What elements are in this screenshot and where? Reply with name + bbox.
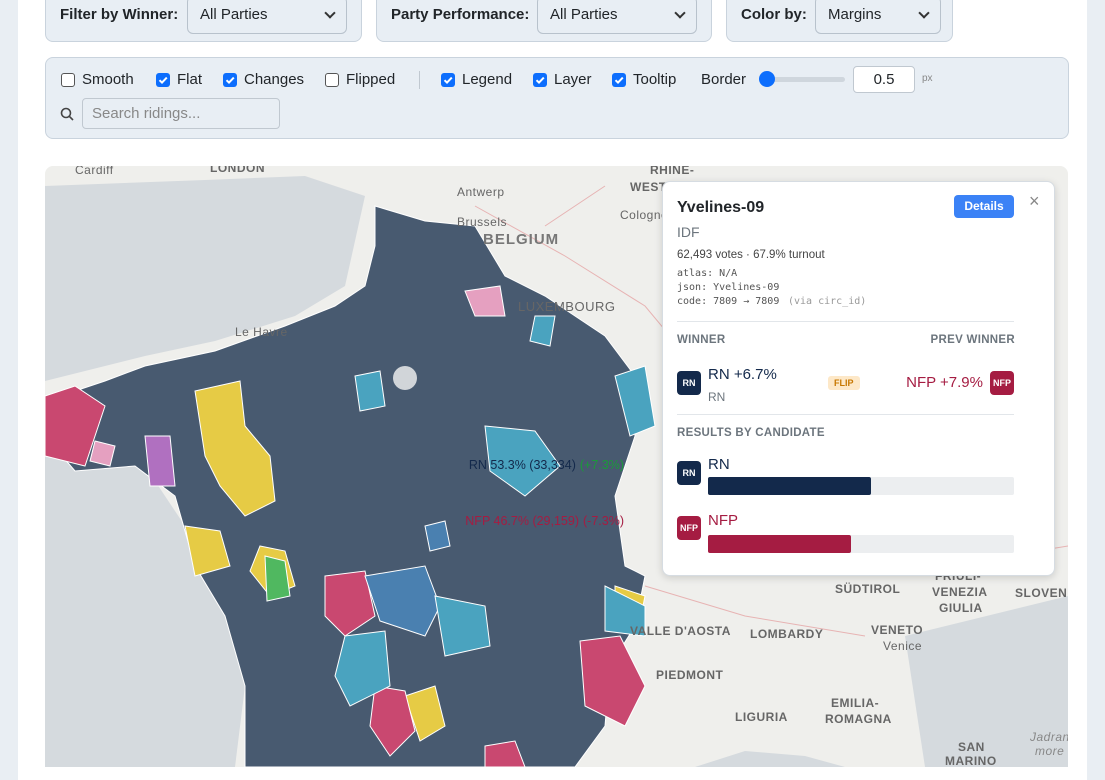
map-label: Cardiff bbox=[75, 166, 114, 177]
toggle-label: Flipped bbox=[346, 71, 396, 88]
paris bbox=[393, 366, 417, 390]
map-label: Jadrans bbox=[1030, 730, 1068, 744]
slider-knob[interactable] bbox=[759, 71, 775, 87]
map-label: ROMAGNA bbox=[825, 712, 892, 726]
map-label: LUXEMBOURG bbox=[518, 299, 616, 314]
map-label: GIULIA bbox=[939, 601, 983, 615]
region: IDF bbox=[677, 224, 700, 240]
prev-heading: PREV WINNER bbox=[930, 334, 1015, 346]
results-heading: RESULTS BY CANDIDATE bbox=[677, 427, 825, 439]
filter-label: Party Performance: bbox=[391, 6, 530, 23]
divider bbox=[419, 71, 420, 89]
share-change: (+7.3%) bbox=[579, 458, 624, 472]
share-change: (-7.3%) bbox=[583, 514, 624, 528]
filter-card: Filter by Winner: All Parties bbox=[45, 0, 362, 42]
separator bbox=[677, 414, 1014, 415]
candidate-name: NFP bbox=[708, 512, 738, 529]
toggle-label: Changes bbox=[244, 71, 305, 88]
map-label: MARINO bbox=[945, 754, 997, 767]
checkbox[interactable] bbox=[61, 73, 75, 87]
debug-note: (via circ_id) bbox=[788, 296, 867, 307]
map-label: Brussels bbox=[457, 215, 508, 229]
tooltip: Yvelines-09 Details × IDF 62,493 votes ·… bbox=[465, 181, 1055, 576]
candidate-name: RN bbox=[708, 456, 730, 473]
debug-line: atlas: N/A bbox=[677, 268, 738, 279]
stats: 62,493 votes · 67.9% turnout bbox=[677, 249, 825, 261]
map-label: VENETO bbox=[871, 623, 924, 637]
filter-select[interactable]: Margins bbox=[815, 0, 941, 34]
map-label: BELGIUM bbox=[483, 231, 560, 248]
map-label: SÜDTIROL bbox=[835, 582, 901, 596]
prev-text: NFP +7.9% bbox=[906, 374, 983, 391]
map-label: SLOVENI bbox=[1015, 586, 1068, 600]
details-button[interactable]: Details bbox=[954, 195, 1014, 218]
map-label: WEST bbox=[630, 180, 667, 194]
map-label: RHINE- bbox=[650, 166, 695, 177]
border-label: Border bbox=[701, 71, 747, 88]
toggle-label: Smooth bbox=[82, 71, 134, 88]
toggle-label: Layer bbox=[554, 71, 592, 88]
border-input[interactable]: 0.5 bbox=[853, 66, 915, 93]
map-label: more bbox=[1035, 744, 1065, 758]
map-label: LIGURIA bbox=[735, 710, 788, 724]
checkbox[interactable] bbox=[325, 73, 339, 87]
filter-card: Color by: Margins bbox=[726, 0, 953, 42]
constituencies bbox=[45, 285, 656, 767]
map-label: VENEZIA bbox=[932, 585, 988, 599]
candidate-share: RN 53.3% (33,334) (+7.3%) bbox=[469, 458, 624, 472]
map-label: SAN bbox=[958, 740, 985, 754]
prev-badge: NFP bbox=[990, 371, 1014, 395]
checkbox[interactable] bbox=[612, 73, 626, 87]
debug-line: code: 7809 → 7809 bbox=[677, 296, 780, 307]
filter-select[interactable]: All Parties bbox=[537, 0, 697, 34]
share-label: NFP 46.7% (29,159) bbox=[465, 514, 580, 528]
toggle-label: Tooltip bbox=[633, 71, 677, 88]
map-label: LONDON bbox=[210, 166, 265, 175]
share-bar bbox=[708, 535, 851, 553]
share-label: RN 53.3% (33,334) bbox=[468, 458, 576, 472]
map-svg bbox=[45, 176, 1068, 767]
map-label: LOMBARDY bbox=[750, 627, 824, 641]
candidate-badge: RN bbox=[677, 461, 701, 485]
sea bbox=[45, 176, 1068, 767]
checkbox[interactable] bbox=[156, 73, 170, 87]
checkbox[interactable] bbox=[533, 73, 547, 87]
filter-card: Party Performance: All Parties bbox=[376, 0, 712, 42]
winner-badge: RN bbox=[677, 371, 701, 395]
winner-sub: RN bbox=[708, 390, 726, 404]
map-label: VALLE D'AOSTA bbox=[630, 624, 731, 638]
separator bbox=[677, 321, 1014, 322]
map-label: Le Havre bbox=[235, 325, 288, 339]
share-bar bbox=[708, 477, 872, 495]
filter-select[interactable]: All Parties bbox=[187, 0, 347, 34]
search-icon bbox=[60, 107, 74, 121]
toggle-label: Flat bbox=[177, 71, 203, 88]
winner-text: RN +6.7% bbox=[708, 366, 777, 383]
filter-label: Color by: bbox=[741, 6, 807, 23]
candidate-badge: NFP bbox=[677, 516, 701, 540]
checkbox[interactable] bbox=[441, 73, 455, 87]
tooltip-title: Yvelines-09 bbox=[677, 199, 765, 216]
search-input[interactable]: Search ridings... bbox=[82, 98, 280, 129]
toggle-label: Legend bbox=[462, 71, 513, 88]
map-label: Venice bbox=[883, 639, 923, 653]
map-label: PIEDMONT bbox=[656, 668, 724, 682]
close-button[interactable]: × bbox=[1029, 191, 1040, 211]
candidate-share: NFP 46.7% (29,159) (-7.3%) bbox=[465, 514, 624, 528]
map-label: Antwerp bbox=[457, 185, 505, 199]
map-label: Cologne bbox=[620, 208, 669, 222]
debug-line: json: Yvelines-09 bbox=[677, 282, 780, 293]
filter-label: Filter by Winner: bbox=[60, 6, 179, 23]
france bbox=[45, 205, 646, 767]
winner-heading: WINNER bbox=[677, 334, 726, 346]
slider-track bbox=[760, 77, 845, 82]
checkbox[interactable] bbox=[223, 73, 237, 87]
flip-pill: FLIP bbox=[828, 376, 860, 390]
border-unit: px bbox=[922, 73, 933, 84]
map-label: EMILIA- bbox=[831, 696, 880, 710]
